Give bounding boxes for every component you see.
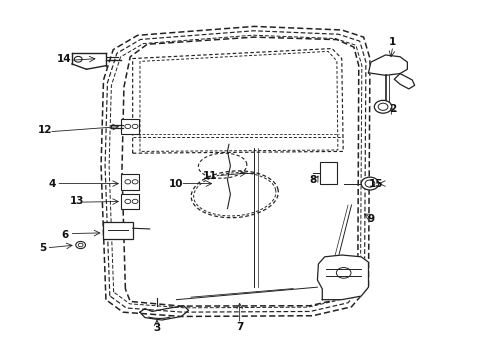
Circle shape	[373, 100, 391, 113]
Circle shape	[74, 57, 82, 62]
Text: 9: 9	[366, 214, 374, 224]
Text: 5: 5	[39, 243, 46, 253]
FancyBboxPatch shape	[120, 194, 139, 209]
Circle shape	[76, 242, 85, 249]
Text: 15: 15	[368, 179, 382, 189]
Text: 4: 4	[49, 179, 56, 189]
Text: 8: 8	[308, 175, 316, 185]
FancyBboxPatch shape	[319, 162, 336, 184]
Text: 3: 3	[153, 323, 160, 333]
FancyBboxPatch shape	[120, 118, 139, 134]
Text: 2: 2	[388, 104, 396, 113]
Text: 12: 12	[38, 125, 52, 135]
Polygon shape	[368, 55, 407, 75]
Polygon shape	[317, 255, 368, 300]
Text: 10: 10	[169, 179, 183, 189]
FancyBboxPatch shape	[103, 222, 132, 239]
Text: 1: 1	[388, 37, 396, 48]
Text: 13: 13	[69, 197, 84, 206]
Text: 11: 11	[203, 171, 217, 181]
FancyBboxPatch shape	[120, 174, 139, 190]
Text: 14: 14	[57, 54, 72, 64]
Polygon shape	[393, 73, 414, 89]
Text: 7: 7	[236, 322, 243, 332]
Circle shape	[361, 177, 378, 190]
Text: 6: 6	[61, 230, 68, 240]
